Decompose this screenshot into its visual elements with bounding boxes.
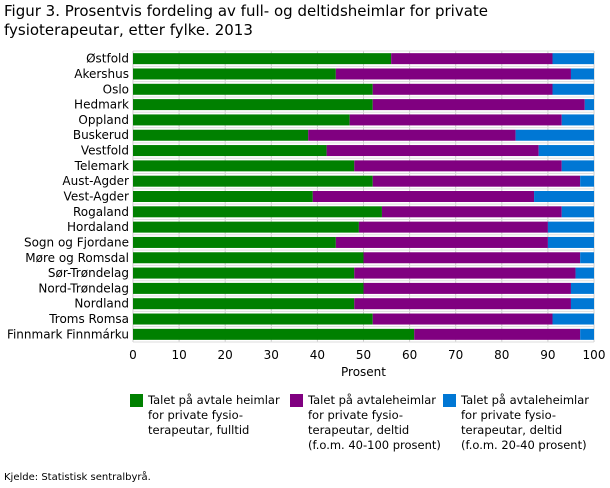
bar-segment bbox=[312, 191, 535, 202]
bar-segment bbox=[133, 313, 373, 325]
bar-segment bbox=[552, 313, 594, 325]
bar-segment bbox=[133, 191, 313, 202]
legend-swatch bbox=[290, 394, 303, 407]
bar-segment bbox=[381, 206, 562, 218]
x-tick-label: 10 bbox=[171, 348, 186, 362]
category-label: Nord-Trøndelag bbox=[38, 281, 129, 295]
category-label: Akershus bbox=[74, 67, 129, 81]
bar-segment bbox=[372, 99, 585, 111]
bar-segment bbox=[133, 282, 364, 294]
bar-segment bbox=[372, 83, 553, 95]
x-tick-label: 60 bbox=[402, 348, 417, 362]
category-label: Telemark bbox=[74, 159, 129, 173]
category-label: Hedmark bbox=[74, 98, 129, 112]
bar-segment bbox=[363, 252, 581, 264]
category-label: Sør-Trøndelag bbox=[48, 266, 129, 280]
category-label: Finnmark Finnmárku bbox=[7, 327, 129, 341]
x-tick-label: 100 bbox=[583, 348, 606, 362]
bar-segment bbox=[372, 175, 581, 187]
x-tick-label: 50 bbox=[356, 348, 371, 362]
bar-segment bbox=[552, 53, 594, 65]
category-label: Østfold bbox=[86, 52, 129, 66]
bar-segment bbox=[133, 145, 327, 157]
x-tick-label: 70 bbox=[448, 348, 463, 362]
bar-segment bbox=[133, 175, 373, 187]
category-label: Møre og Romsdal bbox=[25, 251, 129, 265]
bar-segment bbox=[580, 175, 594, 187]
bar-segment bbox=[358, 221, 548, 233]
category-label: Hordaland bbox=[67, 220, 129, 234]
bar-segment bbox=[326, 145, 539, 157]
bar-segment bbox=[575, 267, 594, 279]
x-tick-label: 0 bbox=[129, 348, 137, 362]
bar-segment bbox=[133, 53, 392, 65]
bar-segment bbox=[584, 99, 594, 111]
category-label: Oslo bbox=[103, 82, 129, 96]
bar-segment bbox=[133, 236, 336, 248]
bar-segment bbox=[335, 236, 548, 248]
bar-segment bbox=[133, 68, 336, 80]
category-label: Vest-Agder bbox=[64, 190, 130, 204]
bar-segment bbox=[133, 267, 355, 279]
bar-segment bbox=[580, 252, 594, 264]
bar-segment bbox=[561, 114, 594, 126]
category-label: Vestfold bbox=[81, 144, 129, 158]
category-label: Oppland bbox=[78, 113, 129, 127]
chart-title: Figur 3. Prosentvis fordeling av full- o… bbox=[4, 2, 488, 39]
bar-segment bbox=[335, 68, 571, 80]
bar-segment bbox=[133, 160, 355, 172]
bar-segment bbox=[534, 191, 594, 202]
bar-segment bbox=[133, 114, 350, 126]
bar-segment bbox=[133, 252, 364, 264]
legend-label: Talet på avtale heimlar for private fysi… bbox=[148, 393, 280, 437]
legend-swatch bbox=[130, 394, 143, 407]
bar-segment bbox=[547, 221, 594, 233]
bar-segment bbox=[570, 282, 594, 294]
x-axis-label: Prosent bbox=[341, 365, 386, 379]
bar-segment bbox=[354, 298, 571, 310]
bar-segment bbox=[133, 328, 415, 340]
legend-label: Talet på avtaleheimlar for private fysio… bbox=[461, 393, 590, 452]
bar-segment bbox=[547, 236, 594, 248]
bar-segment bbox=[391, 53, 553, 65]
x-tick-label: 80 bbox=[494, 348, 509, 362]
legend-swatch bbox=[443, 394, 456, 407]
category-label: Buskerud bbox=[73, 128, 129, 142]
bar-segment bbox=[414, 328, 581, 340]
x-tick-label: 40 bbox=[310, 348, 325, 362]
bar-segment bbox=[133, 298, 355, 310]
bar-segment bbox=[515, 129, 594, 141]
category-label: Nordland bbox=[74, 297, 129, 311]
bar-segment bbox=[552, 83, 594, 95]
category-label: Sogn og Fjordane bbox=[24, 235, 129, 249]
x-tick-label: 20 bbox=[218, 348, 233, 362]
bar-segment bbox=[561, 160, 594, 172]
category-label: Rogaland bbox=[73, 205, 129, 219]
bar-segment bbox=[133, 221, 359, 233]
bar-segment bbox=[570, 298, 594, 310]
bar-segment bbox=[372, 313, 553, 325]
bar-segment bbox=[570, 68, 594, 80]
bar-segment bbox=[354, 160, 562, 172]
bar-segment bbox=[561, 206, 594, 218]
bar-segment bbox=[349, 114, 562, 126]
bar-segment bbox=[308, 129, 516, 141]
category-label: Troms Romsa bbox=[48, 312, 129, 326]
x-tick-label: 90 bbox=[540, 348, 555, 362]
bar-chart: 0 10 20 30 40 50 60 70 80 90 100 ØstfoldAkershusOsl… bbox=[7, 50, 606, 379]
legend-label: Talet på avtaleheimlar for private fysio… bbox=[308, 393, 441, 452]
bar-segment bbox=[133, 129, 309, 141]
bar-segment bbox=[354, 267, 576, 279]
bar-segment bbox=[363, 282, 571, 294]
category-label: Aust-Agder bbox=[62, 174, 129, 188]
bar-segment bbox=[133, 206, 382, 218]
bar-segment bbox=[538, 145, 594, 157]
bar-segment bbox=[133, 99, 373, 111]
bar-segment bbox=[133, 83, 373, 95]
source-note: Kjelde: Statistisk sentralbyrå. bbox=[4, 472, 151, 483]
x-tick-label: 30 bbox=[264, 348, 279, 362]
bar-segment bbox=[580, 328, 594, 340]
